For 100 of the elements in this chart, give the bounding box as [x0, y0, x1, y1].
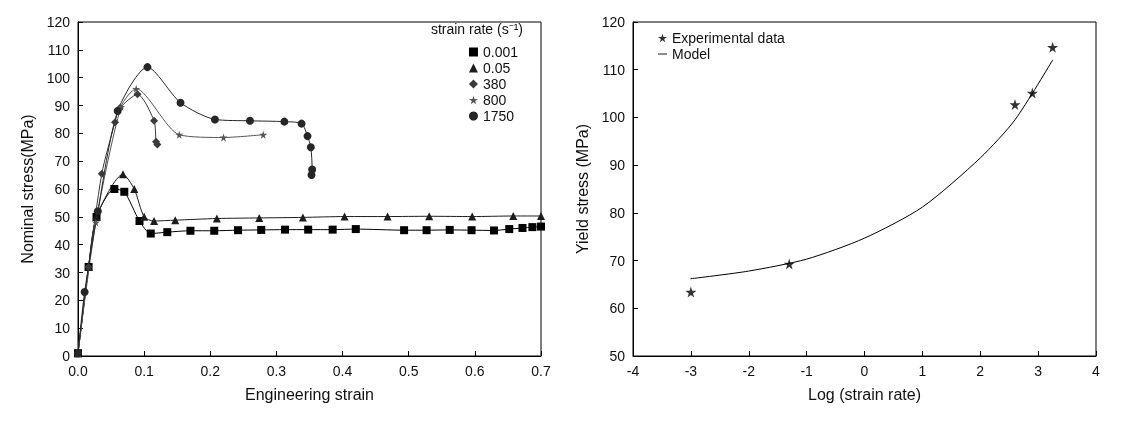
y-tick-label: 20: [54, 292, 71, 309]
point: [234, 226, 243, 235]
point: [186, 226, 195, 235]
x-tick-label: 1: [918, 363, 927, 379]
y-tick-label: 110: [602, 61, 626, 78]
y-tick-label: 70: [609, 252, 626, 269]
x-tick-label: 2: [976, 363, 985, 379]
point: [422, 226, 431, 235]
point: [400, 226, 409, 235]
point: [303, 132, 312, 141]
y-tick-label: 100: [601, 109, 626, 126]
x-tick-label: 0.3: [266, 363, 287, 379]
point: [245, 116, 254, 125]
x-tick-label: 4: [1092, 363, 1101, 379]
y-tick-label: 30: [54, 264, 71, 281]
point: [143, 63, 152, 72]
legend-label: 0.001: [482, 44, 519, 60]
point: [111, 118, 120, 127]
point: [210, 115, 219, 124]
x-axis-title: Log (strain rate): [808, 385, 921, 403]
x-tick-label: 0.2: [200, 363, 221, 379]
x-tick-label: 0.1: [134, 363, 155, 379]
point: [490, 226, 499, 235]
point: [212, 214, 221, 223]
point: [307, 171, 316, 180]
point: [150, 217, 159, 226]
x-tick-label: -4: [626, 363, 640, 379]
point: [518, 223, 527, 232]
point: [120, 187, 129, 196]
point: [80, 287, 89, 296]
point: [163, 228, 172, 237]
x-tick-label: 0: [860, 363, 869, 379]
y-tick-label: 50: [54, 208, 71, 225]
y-tick-label: 120: [46, 14, 71, 30]
point: [281, 225, 290, 234]
y-tick-label: 110: [47, 41, 71, 58]
point: [505, 225, 514, 234]
point: [340, 212, 349, 221]
y-tick-label: 70: [54, 153, 71, 170]
point: [1047, 41, 1059, 53]
point: [210, 226, 219, 235]
y-tick-label: 90: [54, 97, 71, 114]
point: [297, 119, 306, 128]
point: [383, 212, 392, 221]
point: [140, 212, 149, 221]
y-tick-label: 60: [54, 181, 71, 197]
point: [130, 185, 139, 193]
point: [133, 90, 142, 99]
y-axis-title: Nominal stress(MPa): [19, 114, 37, 264]
point: [175, 130, 184, 139]
x-tick-label: 0.7: [531, 363, 551, 379]
point: [537, 222, 545, 231]
point: [176, 98, 185, 107]
point: [280, 117, 289, 126]
point: [685, 286, 697, 298]
y-tick-label: 80: [54, 125, 71, 142]
point: [467, 226, 476, 235]
point: [528, 223, 537, 232]
point: [351, 225, 360, 234]
x-tick-label: -3: [684, 363, 698, 379]
x-tick-label: 0.6: [465, 363, 485, 379]
x-tick-label: 0.4: [332, 363, 353, 379]
y-tick-label: 100: [46, 69, 71, 86]
point: [93, 207, 102, 216]
point: [468, 212, 477, 221]
point: [146, 229, 155, 238]
point: [509, 212, 518, 220]
y-axis-title: Yield stress (MPa): [574, 123, 592, 255]
y-tick-label: 10: [54, 320, 71, 337]
y-tick-label: 40: [54, 236, 71, 253]
y-tick-label: 90: [609, 157, 626, 174]
point: [91, 218, 100, 227]
point: [118, 170, 127, 179]
point: [537, 212, 545, 220]
point: [445, 225, 454, 234]
x-tick-label: 3: [1034, 363, 1043, 379]
y-tick-label: 0: [62, 348, 71, 364]
legend-label: Model: [672, 46, 711, 62]
legend-label: 380: [482, 76, 507, 92]
point: [257, 225, 266, 234]
point: [255, 213, 264, 222]
point: [97, 169, 106, 178]
y-tick-label: 120: [601, 14, 626, 30]
line-series: [690, 59, 1054, 280]
y-tick-label: 80: [609, 204, 626, 221]
x-tick-label: -1: [800, 363, 814, 379]
point: [259, 130, 268, 139]
legend-label: 0.05: [482, 60, 511, 76]
x-tick-label: 0.5: [398, 363, 419, 379]
point: [1009, 99, 1021, 111]
y-tick-label: 50: [609, 348, 626, 364]
legend-label: Experimental data: [672, 30, 786, 46]
legend-label: 800: [482, 92, 507, 108]
x-tick-label: -2: [742, 363, 756, 379]
point: [304, 225, 313, 234]
point: [150, 116, 159, 125]
point: [306, 143, 315, 152]
point: [132, 84, 141, 93]
legend-label: 1750: [482, 108, 515, 124]
x-tick-label: 0.0: [68, 363, 88, 379]
